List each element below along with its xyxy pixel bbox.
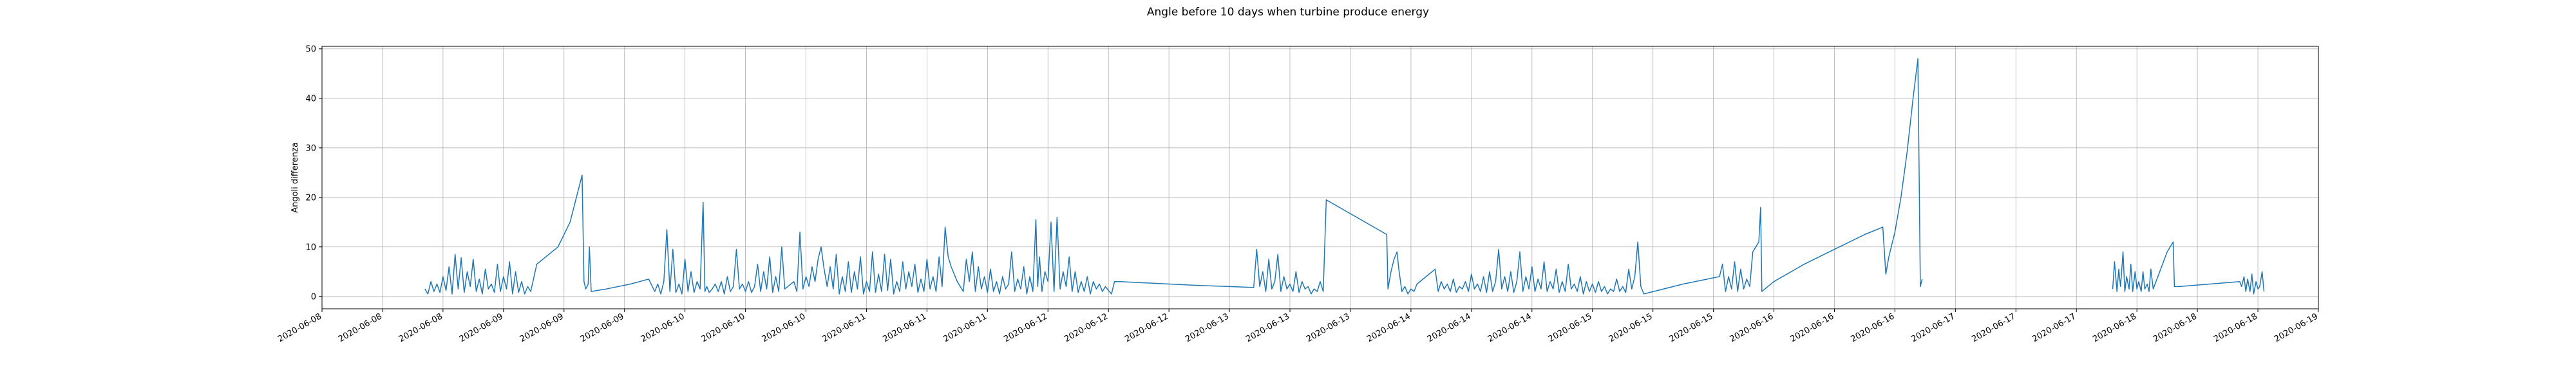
- y-tick-label-2: 20: [305, 193, 316, 203]
- x-tick-label-26: 2020-06-16: [1849, 311, 1896, 344]
- x-tick-label-24: 2020-06-16: [1728, 311, 1776, 344]
- x-tick-label-28: 2020-06-17: [1970, 311, 2017, 344]
- y-tick-label-3: 30: [305, 143, 316, 153]
- x-tick-label-1: 2020-06-08: [337, 311, 384, 344]
- grid-layer: [321, 46, 2319, 309]
- x-tick-label-4: 2020-06-09: [518, 311, 565, 344]
- x-tick-label-12: 2020-06-12: [1002, 311, 1049, 344]
- series-layer: [424, 58, 2265, 295]
- x-tick-label-19: 2020-06-14: [1426, 311, 1473, 344]
- y-tick-label-4: 40: [305, 94, 316, 104]
- plot-frame: [321, 46, 2319, 309]
- x-tick-label-21: 2020-06-15: [1547, 311, 1594, 344]
- x-tick-label-29: 2020-06-17: [2031, 311, 2078, 344]
- x-tick-label-3: 2020-06-09: [458, 311, 505, 344]
- x-tick-label-2: 2020-06-08: [397, 311, 444, 344]
- y-tick-label-5: 50: [305, 44, 316, 54]
- x-tick-label-11: 2020-06-11: [942, 311, 989, 344]
- chart-title: Angle before 10 days when turbine produc…: [1147, 6, 1429, 19]
- x-tick-label-25: 2020-06-16: [1789, 311, 1836, 344]
- series-0-line-segment-1: [2112, 241, 2265, 295]
- y-tick-label-0: 0: [311, 292, 316, 302]
- x-tick-label-22: 2020-06-15: [1607, 311, 1654, 344]
- series-0-line-segment-0: [424, 58, 1923, 295]
- x-tick-label-6: 2020-06-10: [639, 311, 687, 344]
- x-tick-label-20: 2020-06-14: [1486, 311, 1533, 344]
- x-tick-label-27: 2020-06-17: [1909, 311, 1956, 344]
- x-tick-label-33: 2020-06-19: [2273, 311, 2320, 344]
- y-axis-label: Angoli differenza: [290, 142, 300, 213]
- x-tick-label-0: 2020-06-08: [276, 311, 323, 344]
- x-tick-label-31: 2020-06-18: [2152, 311, 2199, 344]
- y-tick-label-1: 10: [305, 243, 316, 252]
- x-axis: 2020-06-08 2020-06-08 2020-06-08 2020-06-09…: [276, 309, 2320, 344]
- x-tick-label-32: 2020-06-18: [2212, 311, 2259, 344]
- x-tick-label-14: 2020-06-12: [1123, 311, 1170, 344]
- x-tick-label-5: 2020-06-09: [579, 311, 626, 344]
- x-tick-label-30: 2020-06-18: [2091, 311, 2138, 344]
- x-tick-label-23: 2020-06-15: [1668, 311, 1715, 344]
- x-tick-label-18: 2020-06-14: [1365, 311, 1412, 344]
- x-tick-label-15: 2020-06-13: [1184, 311, 1231, 344]
- x-tick-label-9: 2020-06-11: [821, 311, 868, 344]
- x-tick-label-13: 2020-06-12: [1063, 311, 1110, 344]
- x-tick-label-16: 2020-06-13: [1244, 311, 1291, 344]
- x-tick-label-10: 2020-06-11: [881, 311, 928, 344]
- x-tick-label-17: 2020-06-13: [1305, 311, 1352, 344]
- x-tick-label-7: 2020-06-10: [700, 311, 747, 344]
- y-axis: 0 10 20 30 40 50: [305, 44, 322, 302]
- x-tick-label-8: 2020-06-10: [761, 311, 808, 344]
